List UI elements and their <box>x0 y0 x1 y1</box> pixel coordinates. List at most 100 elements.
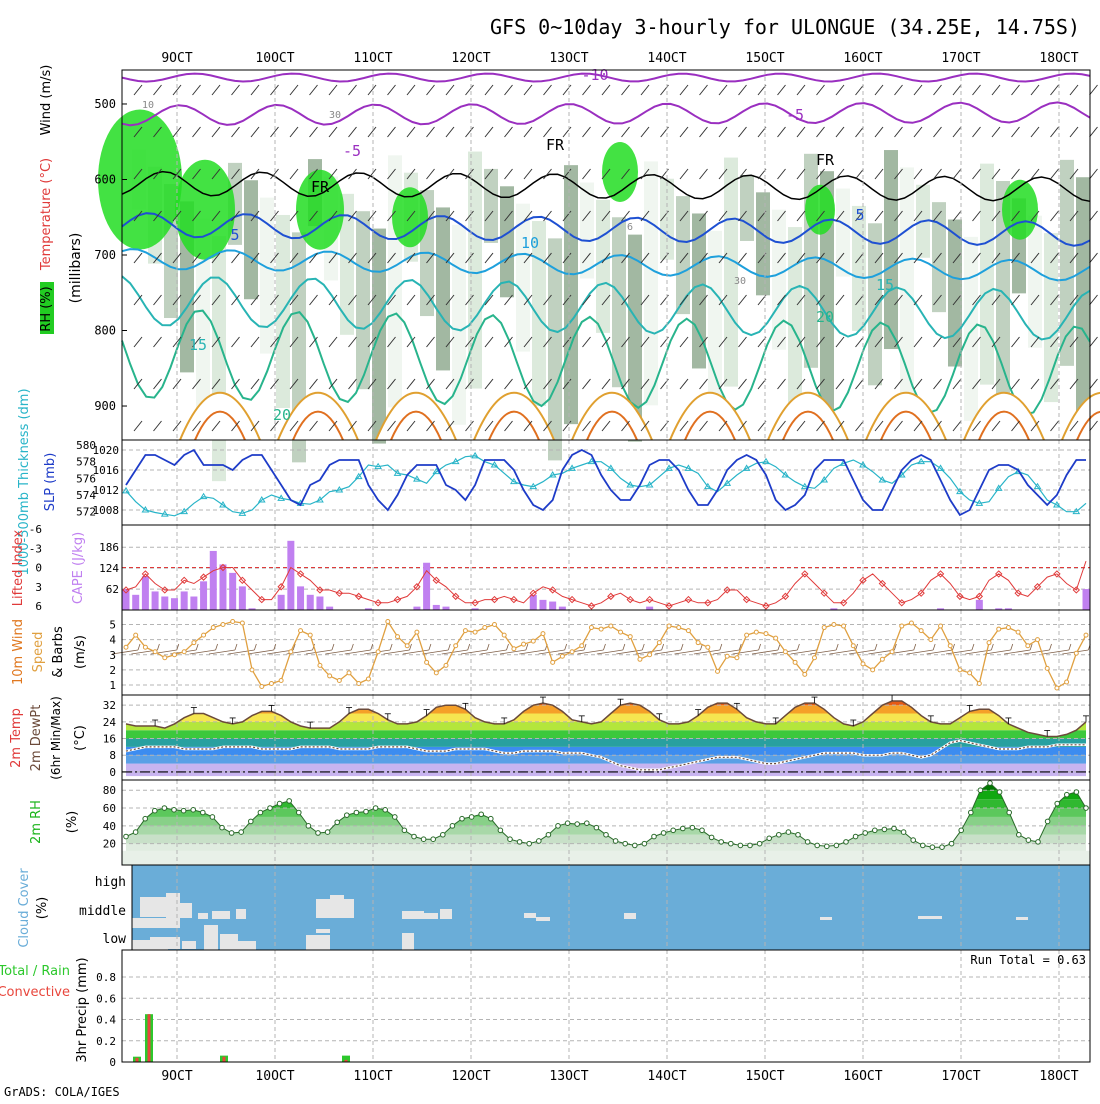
contour-label: 10 <box>142 100 154 111</box>
profile-wind-barb <box>640 126 650 138</box>
rh-marker <box>795 831 801 838</box>
rh-high-region <box>805 184 835 235</box>
wind-speed-marker <box>588 625 594 631</box>
rh-floor <box>122 850 1090 865</box>
slp-tick-label: 1016 <box>93 464 120 477</box>
profile-wind-barb <box>1030 378 1040 390</box>
profile-wind-barb <box>972 210 981 222</box>
wind-barb-flag <box>1049 643 1052 651</box>
lifted-index-marker <box>607 592 615 601</box>
wind-barb <box>693 649 720 655</box>
wind-speed-marker <box>860 661 866 667</box>
profile-wind-barb <box>796 210 806 222</box>
profile-wind-barb <box>153 378 162 390</box>
x-tick-bottom: 10OCT <box>255 1069 294 1084</box>
lifted-index-marker <box>374 599 382 607</box>
thickness-marker <box>587 457 596 465</box>
profile-wind-barb <box>270 126 279 138</box>
cape-bar <box>423 562 431 610</box>
profile-wind-barb <box>406 420 416 432</box>
profile-wind-barb <box>387 168 396 180</box>
contour-label: 15 <box>189 336 207 354</box>
thickness-marker <box>238 509 247 516</box>
profile-wind-barb <box>816 252 825 264</box>
wind-barb-flag <box>467 643 471 651</box>
profile-wind-barb <box>309 126 318 138</box>
wind-speed-marker <box>637 656 643 662</box>
profile-wind-barb <box>1069 336 1079 348</box>
wind-speed-marker <box>540 631 546 637</box>
surface-temp-contour <box>390 410 442 441</box>
thickness-marker <box>471 451 479 459</box>
profile-wind-barb <box>504 252 513 264</box>
x-tick-bottom: 11OCT <box>353 1069 392 1084</box>
rh-marker <box>728 840 734 847</box>
profile-wind-barb <box>562 336 572 348</box>
profile-wind-barb <box>738 210 747 222</box>
rh-shade-cell <box>548 238 562 461</box>
wind-speed-marker <box>210 625 216 631</box>
lifted-index-marker <box>296 570 305 578</box>
rh-band <box>126 790 1086 800</box>
wind-barb <box>635 649 662 655</box>
wind-speed-marker <box>491 622 497 628</box>
lifted-tick-label: 0 <box>35 562 42 575</box>
profile-wind-barb <box>835 420 845 432</box>
profile-wind-barb <box>738 84 747 96</box>
profile-wind-barb <box>582 336 591 348</box>
rh-shade-cell <box>484 168 498 243</box>
x-tick-bottom: 15OCT <box>745 1069 784 1084</box>
temperature-contour <box>121 212 1091 247</box>
profile-wind-barb <box>621 378 630 390</box>
rh-marker <box>1064 791 1070 798</box>
wind-speed-marker <box>123 644 129 650</box>
profile-wind-barb <box>523 420 533 432</box>
profile-wind-barb <box>133 252 143 264</box>
surface-temp-contour <box>1076 411 1100 441</box>
rh-marker <box>459 815 465 822</box>
profile-wind-barb <box>1089 210 1098 222</box>
rh-shade-cell <box>932 202 946 313</box>
wind-barb-flag <box>893 643 897 651</box>
profile-wind-barb <box>231 252 240 264</box>
thickness-marker <box>994 484 1003 491</box>
thickness-marker <box>626 481 635 488</box>
profile-ylabel-rh: RH (%) <box>39 286 54 331</box>
wind-speed-marker <box>443 662 449 668</box>
wind-speed-marker <box>1083 632 1089 638</box>
profile-wind-barb <box>718 252 728 264</box>
wind-ylabel-4: (m/s) <box>73 635 88 669</box>
surface-temp-contour <box>880 410 932 441</box>
profile-wind-barb <box>991 294 1001 306</box>
wind-speed-marker <box>1054 685 1060 691</box>
profile-wind-barb <box>289 126 299 138</box>
thickness-marker <box>219 501 227 508</box>
rh-marker <box>132 829 139 835</box>
wind-speed-marker <box>753 629 759 635</box>
cloud-block <box>402 911 424 919</box>
profile-wind-barb <box>816 84 825 96</box>
rh-marker <box>603 831 609 838</box>
profile-wind-barb <box>1069 378 1079 390</box>
lifted-index-marker <box>316 586 324 594</box>
lifted-index-marker <box>258 595 266 604</box>
cape-bar <box>306 594 314 610</box>
profile-wind-barb <box>231 84 240 96</box>
profile-wind-barb <box>543 378 552 390</box>
thickness-marker <box>199 492 208 500</box>
thickness-marker <box>878 476 887 483</box>
rh-marker <box>468 814 475 820</box>
rh-shade-cell <box>196 218 210 427</box>
profile-wind-barb <box>835 168 845 180</box>
wind-barb <box>480 649 507 655</box>
profile-wind-barb <box>718 378 728 390</box>
wind-barb <box>228 649 255 655</box>
thickness-marker <box>956 487 964 495</box>
slp-tick-label: 1008 <box>93 504 120 517</box>
profile-wind-barb <box>328 420 338 432</box>
cape-bar <box>975 599 983 610</box>
profile-wind-barb <box>679 84 689 96</box>
profile-wind-barb <box>562 294 572 306</box>
lifted-index-marker <box>684 595 693 604</box>
profile-wind-barb <box>855 420 864 432</box>
